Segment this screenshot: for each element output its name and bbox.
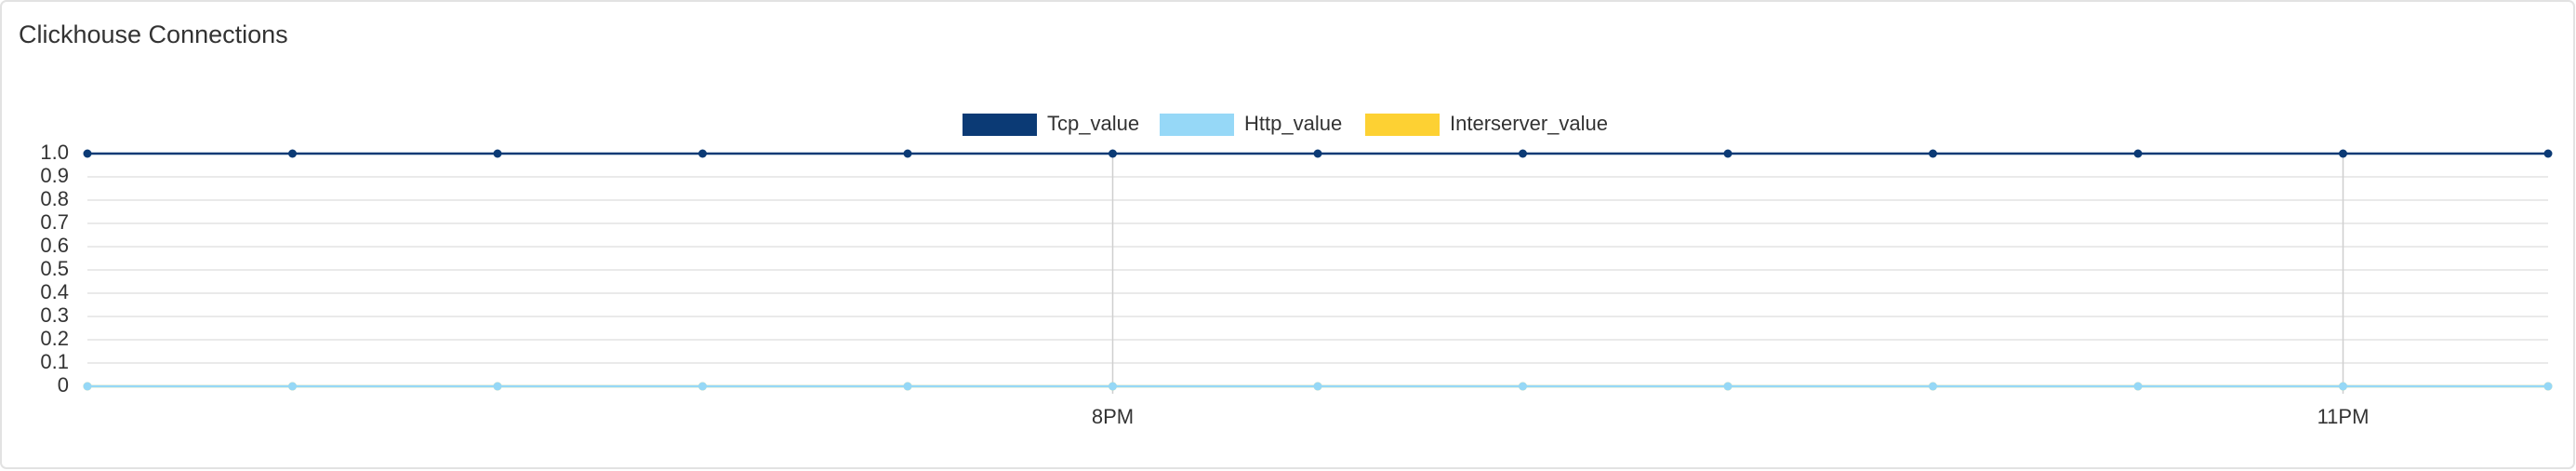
legend-label: Http_value bbox=[1244, 112, 1342, 135]
legend-swatch bbox=[1160, 114, 1234, 136]
data-point bbox=[1109, 149, 1117, 158]
data-point bbox=[2339, 382, 2347, 391]
legend-label: Tcp_value bbox=[1047, 112, 1139, 135]
y-tick-label: 0.4 bbox=[40, 280, 69, 303]
data-point bbox=[2543, 382, 2553, 391]
y-tick-label: 0.2 bbox=[40, 327, 69, 350]
data-point bbox=[1313, 382, 1322, 391]
data-point bbox=[1723, 149, 1733, 158]
data-point bbox=[2339, 149, 2347, 158]
data-point bbox=[288, 382, 297, 391]
x-tick-label: 8PM bbox=[1092, 405, 1134, 428]
data-point bbox=[83, 382, 92, 391]
data-point bbox=[2133, 149, 2143, 158]
data-point bbox=[698, 149, 707, 158]
data-point bbox=[493, 149, 502, 158]
y-tick-label: 1.0 bbox=[40, 141, 69, 164]
legend-label: Interserver_value bbox=[1450, 112, 1608, 135]
x-tick-label: 11PM bbox=[2317, 405, 2370, 428]
data-point bbox=[2133, 382, 2143, 391]
data-point bbox=[903, 149, 912, 158]
data-point bbox=[903, 382, 912, 391]
y-tick-label: 0.7 bbox=[40, 210, 69, 234]
y-tick-label: 0.8 bbox=[40, 187, 69, 210]
data-point bbox=[1723, 382, 1733, 391]
y-tick-label: 0.9 bbox=[40, 164, 69, 187]
y-tick-label: 0.5 bbox=[40, 257, 69, 280]
data-point bbox=[698, 382, 707, 391]
data-point bbox=[2543, 149, 2553, 158]
data-point bbox=[1929, 149, 1937, 158]
chart-title: Clickhouse Connections bbox=[19, 20, 288, 48]
legend-swatch bbox=[963, 114, 1037, 136]
data-point bbox=[1519, 382, 1527, 391]
y-tick-label: 0 bbox=[58, 373, 69, 397]
y-tick-label: 0.1 bbox=[40, 350, 69, 373]
data-point bbox=[288, 149, 297, 158]
y-tick-label: 0.3 bbox=[40, 303, 69, 327]
data-point bbox=[493, 382, 502, 391]
legend-swatch bbox=[1365, 114, 1440, 136]
data-point bbox=[1519, 149, 1527, 158]
data-point bbox=[1313, 149, 1322, 158]
y-tick-label: 0.6 bbox=[40, 234, 69, 257]
data-point bbox=[1109, 382, 1117, 391]
data-point bbox=[83, 149, 92, 158]
data-point bbox=[1929, 382, 1937, 391]
